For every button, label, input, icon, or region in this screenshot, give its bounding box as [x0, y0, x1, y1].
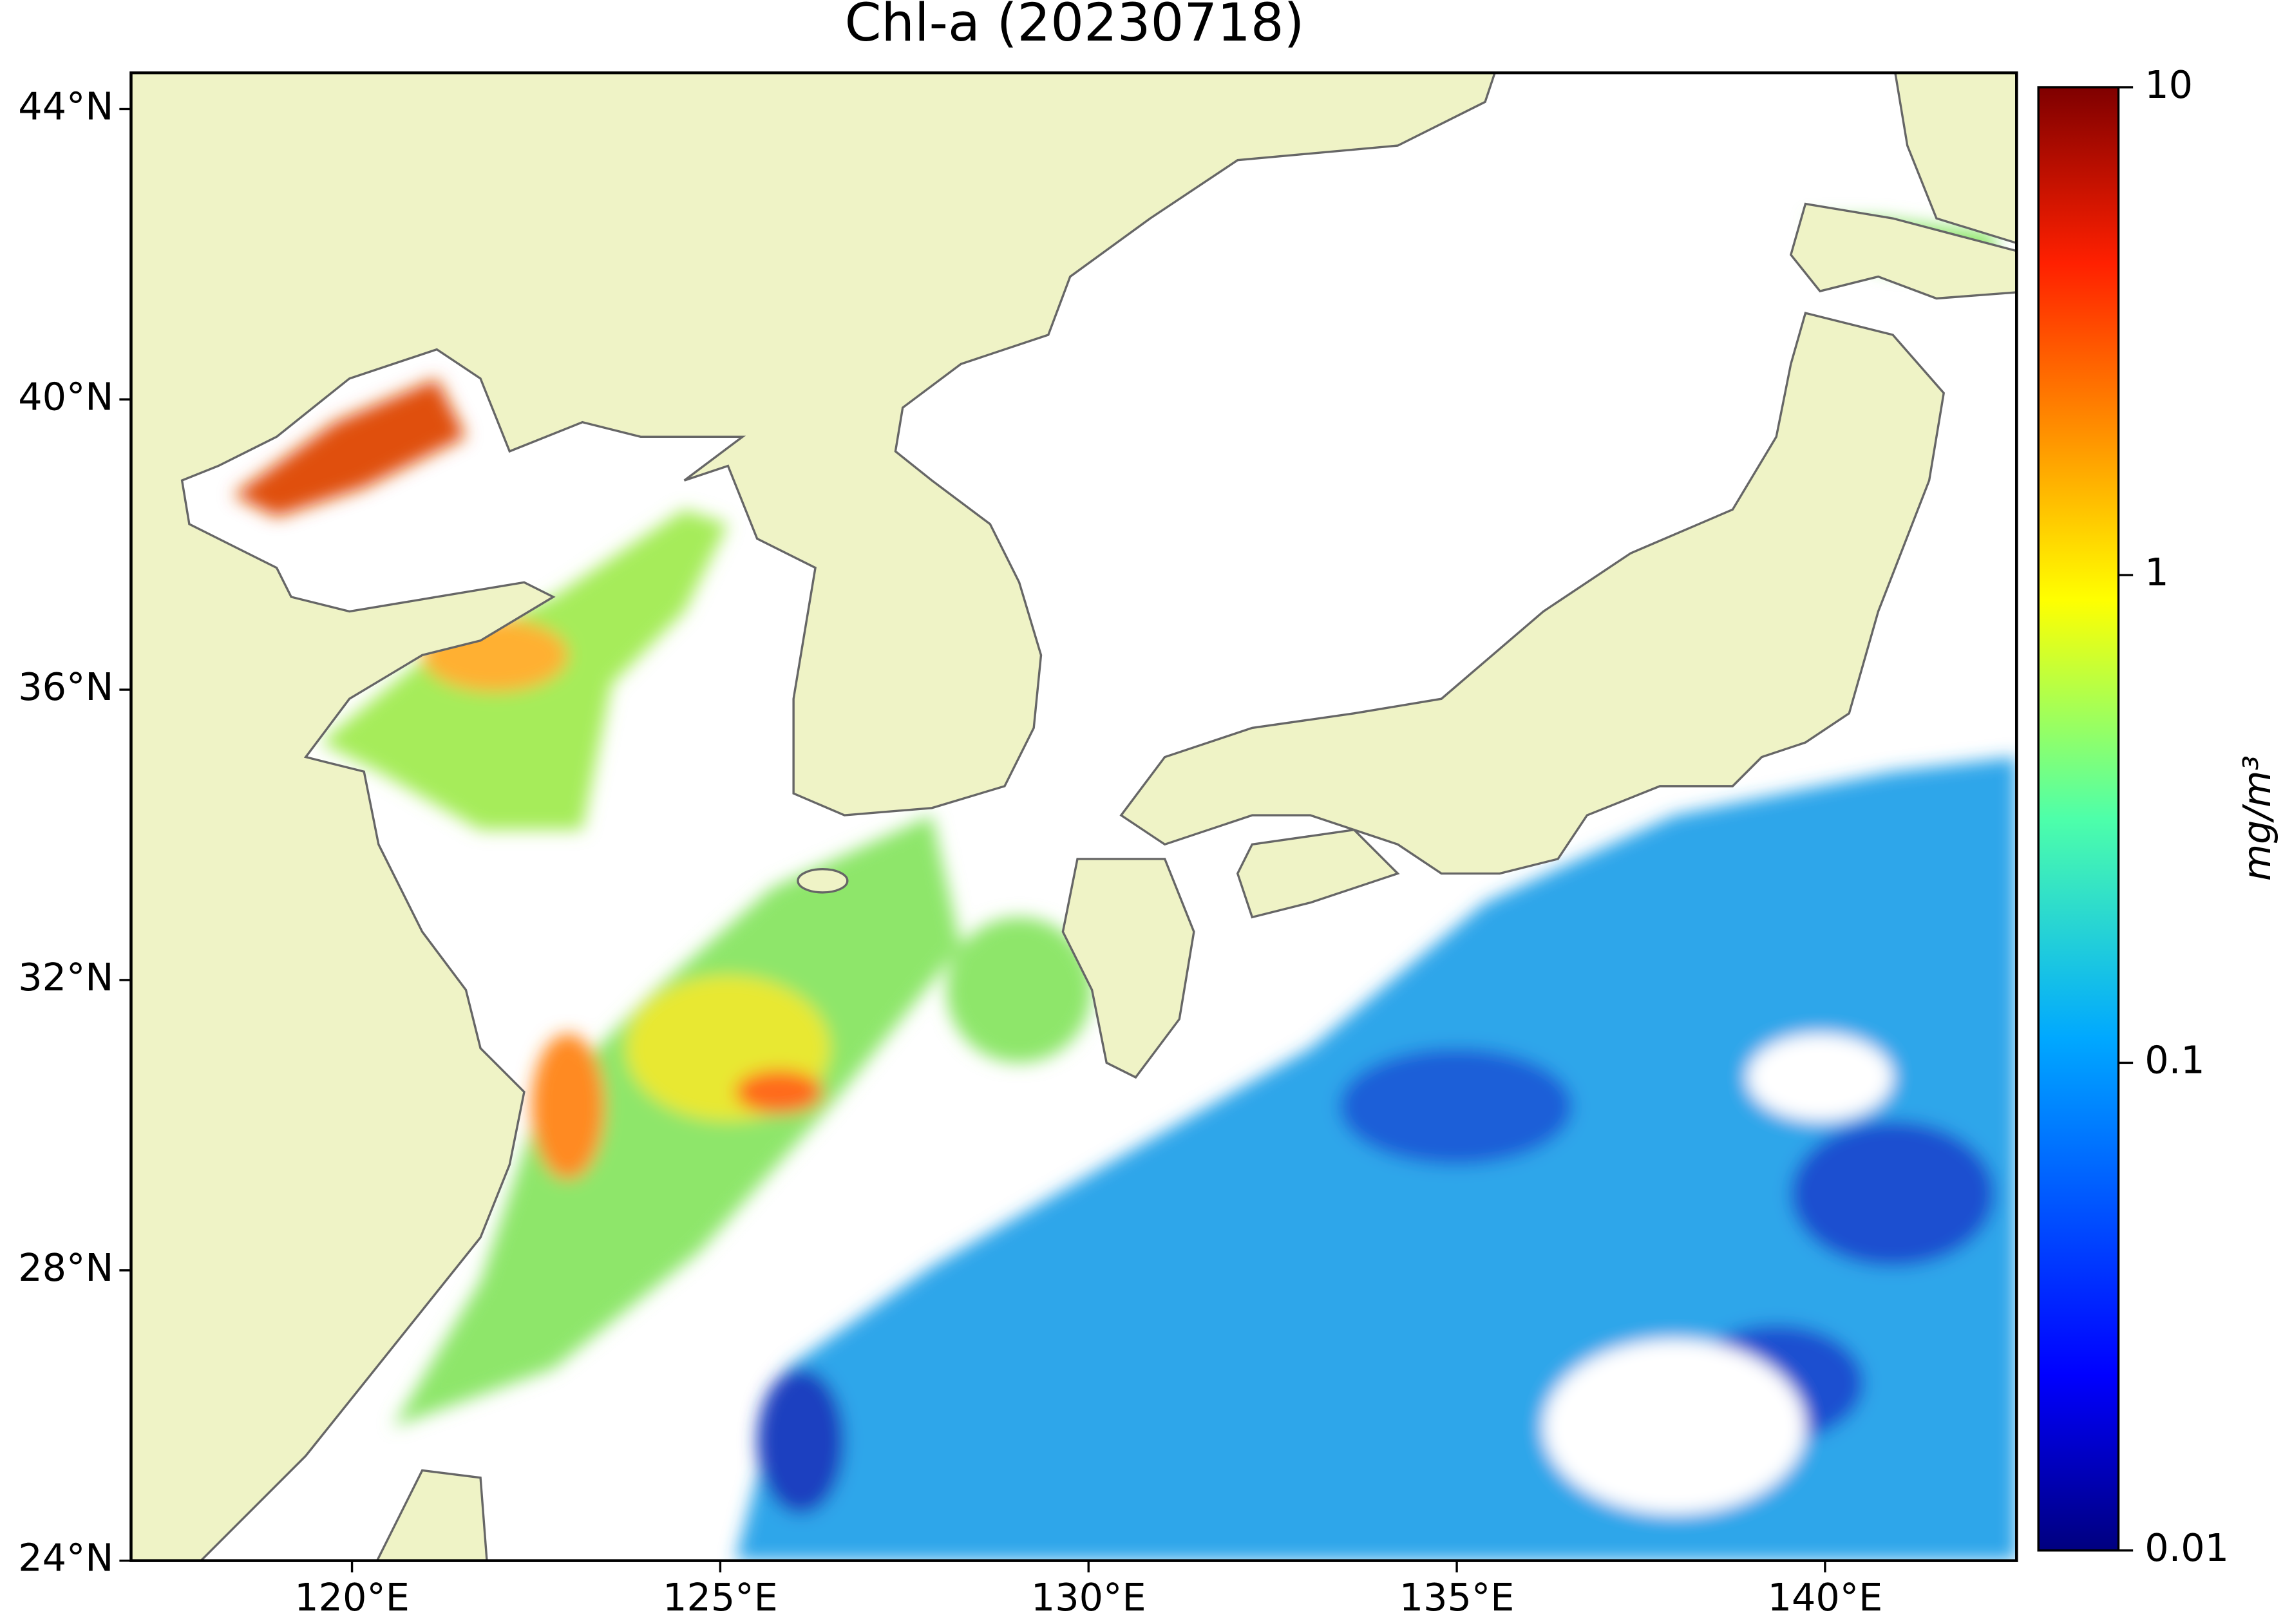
colorbar-label: mg/m³	[2235, 755, 2279, 881]
y-tick-label: 44°N	[18, 84, 113, 129]
y-tick-label: 40°N	[18, 374, 113, 419]
y-tick-label: 24°N	[18, 1536, 113, 1580]
field-patch	[1790, 1120, 1995, 1267]
land-taiwan	[375, 1469, 488, 1561]
field-patch	[946, 917, 1092, 1063]
y-tick-label: 32°N	[18, 955, 113, 999]
colorbar	[2037, 86, 2120, 1552]
x-tick-label: 130°E	[1031, 1575, 1146, 1619]
field-high	[232, 378, 466, 517]
field-mid	[393, 815, 962, 1427]
field-patch	[1339, 1048, 1573, 1165]
map-area	[131, 73, 2017, 1561]
field-patch	[757, 1368, 845, 1515]
land-sakhalin	[1894, 73, 2017, 245]
title: Chl-a (20230718)	[845, 0, 1305, 53]
land-hokkaido	[1789, 202, 2017, 300]
colorbar-tick-label: 10	[2145, 62, 2193, 107]
colorbar-tick-label: 1	[2145, 550, 2168, 594]
cloud	[1543, 1339, 1806, 1515]
field-patch	[735, 1070, 823, 1114]
land-shikoku	[1236, 828, 1400, 919]
x-tick-label: 135°E	[1399, 1575, 1515, 1619]
x-tick-label: 120°E	[294, 1575, 410, 1619]
map-frame	[129, 71, 2018, 1562]
x-tick-label: 140°E	[1768, 1575, 1883, 1619]
land-mainland	[131, 73, 1496, 1561]
y-tick-label: 36°N	[18, 665, 113, 709]
cloud	[1747, 1034, 1893, 1121]
land-jeju	[797, 868, 849, 894]
x-tick-label: 125°E	[663, 1575, 778, 1619]
colorbar-tick-label: 0.1	[2145, 1038, 2204, 1082]
chlorophyll-field	[232, 218, 2017, 1561]
y-tick-label: 28°N	[18, 1245, 113, 1290]
land-kyushu	[1061, 858, 1195, 1079]
colorbar-tick-label: 0.01	[2145, 1525, 2229, 1570]
land-honshu	[1119, 312, 1946, 875]
field-patch	[531, 1034, 605, 1180]
